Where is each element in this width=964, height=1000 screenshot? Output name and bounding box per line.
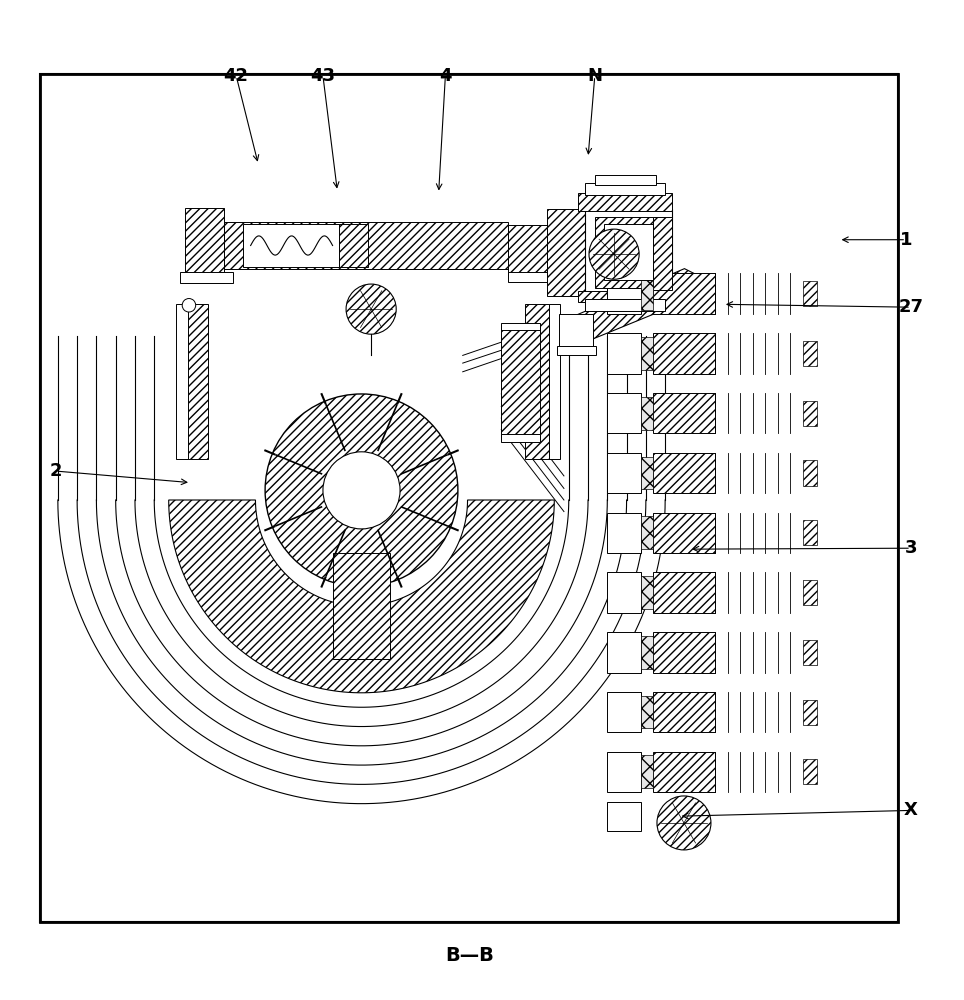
Bar [607, 572, 641, 613]
Bar [607, 802, 641, 831]
Bar [653, 273, 715, 314]
Circle shape [346, 284, 396, 334]
Bar [501, 326, 540, 437]
Bar [653, 632, 715, 673]
Text: N: N [587, 67, 602, 85]
Bar [607, 692, 641, 732]
Bar [641, 457, 653, 489]
Bar [508, 225, 547, 278]
Bar [578, 291, 672, 302]
Circle shape [265, 394, 458, 587]
Bar [803, 460, 817, 486]
Bar [333, 553, 390, 659]
Bar [641, 516, 653, 549]
Bar [803, 341, 817, 366]
Text: 2: 2 [50, 462, 62, 480]
Text: X: X [904, 801, 918, 819]
Text: 3: 3 [905, 539, 917, 557]
Bar [803, 640, 817, 665]
Bar [585, 299, 665, 311]
Bar [803, 281, 817, 306]
Bar [803, 401, 817, 426]
Bar [559, 314, 593, 351]
Bar [653, 572, 715, 613]
Bar [803, 580, 817, 605]
Bar [501, 323, 540, 330]
Polygon shape [257, 500, 466, 604]
Bar [185, 304, 208, 459]
Polygon shape [561, 269, 704, 341]
Text: B—B: B—B [445, 946, 494, 965]
Bar [176, 304, 188, 459]
Bar [501, 434, 540, 442]
Text: 4: 4 [440, 67, 451, 85]
Bar [641, 576, 653, 609]
Bar [595, 217, 662, 288]
Bar [585, 209, 672, 296]
Bar [604, 224, 653, 280]
Bar [641, 696, 653, 728]
Bar [557, 346, 596, 355]
Circle shape [323, 452, 400, 529]
Bar [641, 636, 653, 669]
Bar [653, 217, 672, 290]
Bar [653, 453, 715, 493]
Bar [653, 692, 715, 732]
Bar [641, 397, 653, 430]
Bar [180, 272, 233, 283]
Bar [641, 337, 653, 370]
Bar [653, 513, 715, 553]
Bar [549, 304, 560, 459]
Bar [40, 74, 898, 922]
Bar [607, 273, 641, 314]
Bar [607, 513, 641, 553]
Bar [40, 74, 898, 922]
Circle shape [182, 299, 196, 312]
Bar [578, 193, 672, 211]
Bar [641, 755, 653, 788]
Text: 27: 27 [898, 298, 924, 316]
Bar [525, 304, 549, 459]
Text: 43: 43 [310, 67, 335, 85]
Polygon shape [169, 500, 554, 693]
Circle shape [589, 229, 639, 279]
Bar [547, 209, 585, 296]
Bar [185, 208, 224, 283]
Bar [607, 632, 641, 673]
Bar [607, 333, 641, 374]
Bar [653, 393, 715, 433]
Bar [653, 752, 715, 792]
Bar [641, 277, 653, 310]
Bar [803, 700, 817, 725]
Bar [508, 272, 547, 282]
Bar [607, 393, 641, 433]
Bar [243, 224, 339, 267]
Bar [803, 520, 817, 545]
Bar [607, 752, 641, 792]
Bar [224, 222, 508, 269]
Bar [595, 175, 656, 185]
Bar [607, 453, 641, 493]
Text: 42: 42 [224, 67, 249, 85]
Text: 1: 1 [900, 231, 912, 249]
Bar [339, 224, 368, 267]
Circle shape [657, 796, 710, 850]
Bar [585, 183, 665, 195]
Bar [653, 333, 715, 374]
Bar [803, 759, 817, 784]
